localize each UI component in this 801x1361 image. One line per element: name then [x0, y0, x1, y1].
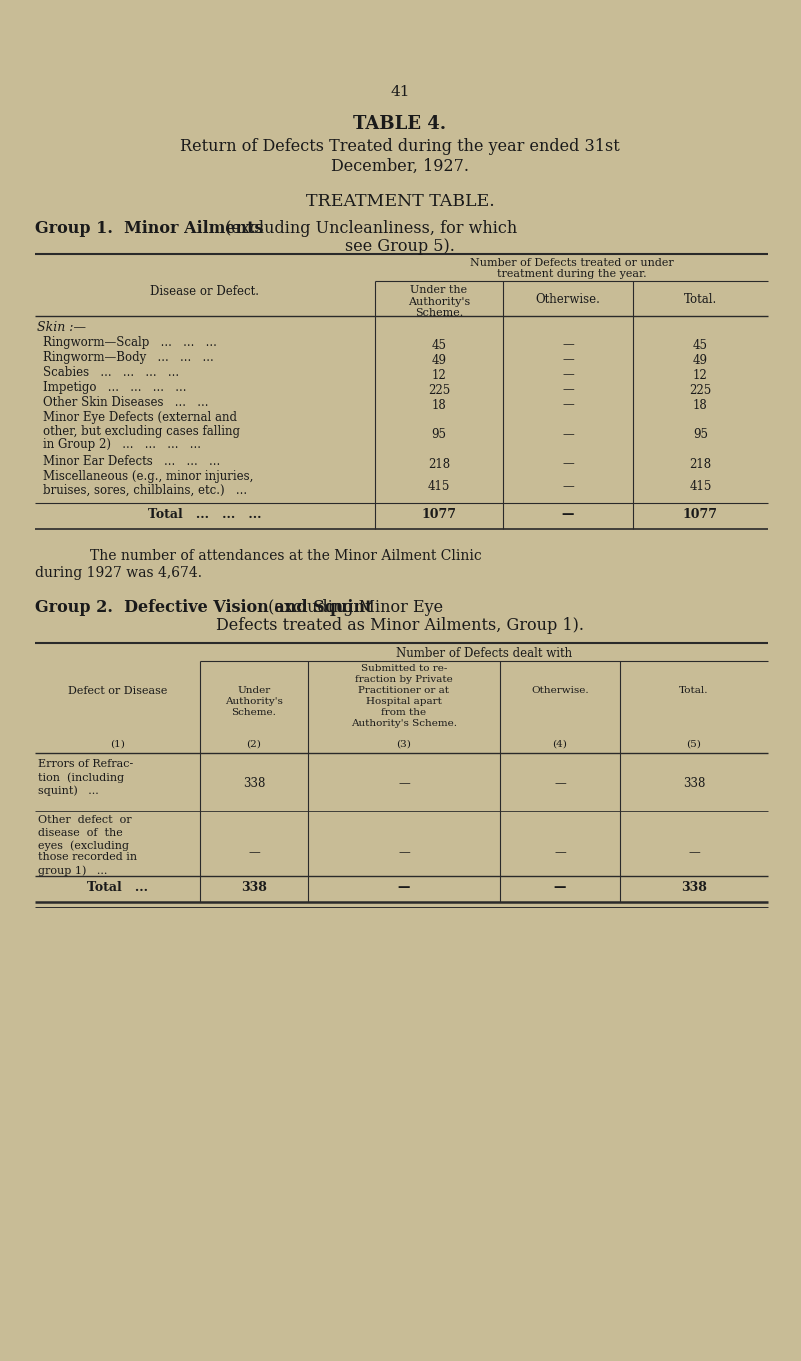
Text: Hospital apart: Hospital apart [366, 697, 442, 706]
Text: 12: 12 [432, 369, 446, 381]
Text: 45: 45 [432, 339, 446, 351]
Text: 18: 18 [432, 399, 446, 411]
Text: treatment during the year.: treatment during the year. [497, 269, 646, 279]
Text: 95: 95 [432, 427, 446, 441]
Text: from the: from the [381, 708, 427, 717]
Text: —: — [562, 457, 574, 471]
Text: in Group 2)   ...   ...   ...   ...: in Group 2) ... ... ... ... [43, 438, 201, 450]
Text: see Group 5).: see Group 5). [345, 238, 455, 255]
Text: (3): (3) [396, 740, 412, 749]
Text: Disease or Defect.: Disease or Defect. [151, 284, 260, 298]
Text: 1077: 1077 [683, 508, 718, 521]
Text: 218: 218 [690, 457, 711, 471]
Text: —: — [398, 881, 410, 894]
Text: Group 2.  Defective Vision and Squint: Group 2. Defective Vision and Squint [35, 599, 372, 617]
Text: —: — [248, 847, 260, 859]
Text: Total   ...   ...   ...: Total ... ... ... [148, 508, 262, 521]
Text: 225: 225 [690, 384, 711, 396]
Text: 49: 49 [432, 354, 446, 366]
Text: 45: 45 [693, 339, 708, 351]
Text: Authority's Scheme.: Authority's Scheme. [351, 719, 457, 728]
Text: Minor Eye Defects (external and: Minor Eye Defects (external and [43, 411, 237, 425]
Text: 338: 338 [681, 881, 707, 894]
Text: TABLE 4.: TABLE 4. [353, 114, 447, 133]
Text: —: — [398, 847, 410, 859]
Text: disease  of  the: disease of the [38, 827, 123, 837]
Text: eyes  (excluding: eyes (excluding [38, 840, 129, 851]
Text: 338: 338 [243, 777, 265, 789]
Text: Skin :—: Skin :— [37, 321, 86, 333]
Text: Other Skin Diseases   ...   ...: Other Skin Diseases ... ... [43, 396, 208, 410]
Text: 41: 41 [390, 84, 410, 99]
Text: 415: 415 [690, 480, 711, 493]
Text: —: — [562, 339, 574, 351]
Text: Group 1.  Minor Ailments: Group 1. Minor Ailments [35, 220, 264, 237]
Text: Authority's: Authority's [225, 697, 283, 706]
Text: —: — [553, 881, 566, 894]
Text: —: — [562, 399, 574, 411]
Text: Number of Defects dealt with: Number of Defects dealt with [396, 646, 572, 660]
Text: (4): (4) [553, 740, 567, 749]
Text: 95: 95 [693, 427, 708, 441]
Text: The number of attendances at the Minor Ailment Clinic: The number of attendances at the Minor A… [90, 548, 481, 563]
Text: Number of Defects treated or under: Number of Defects treated or under [469, 259, 674, 268]
Text: Otherwise.: Otherwise. [536, 293, 601, 306]
Text: tion  (including: tion (including [38, 772, 124, 783]
Text: fraction by Private: fraction by Private [355, 675, 453, 685]
Text: (excluding Uncleanliness, for which: (excluding Uncleanliness, for which [220, 220, 517, 237]
Text: during 1927 was 4,674.: during 1927 was 4,674. [35, 566, 202, 580]
Text: TREATMENT TABLE.: TREATMENT TABLE. [306, 193, 494, 210]
Text: (2): (2) [247, 740, 261, 749]
Text: —: — [554, 777, 566, 789]
Text: Scabies   ...   ...   ...   ...: Scabies ... ... ... ... [43, 366, 179, 378]
Text: —: — [562, 427, 574, 441]
Text: Miscellaneous (e.g., minor injuries,: Miscellaneous (e.g., minor injuries, [43, 470, 253, 483]
Text: Under the
Authority's
Scheme.: Under the Authority's Scheme. [408, 284, 470, 318]
Text: Scheme.: Scheme. [231, 708, 276, 717]
Text: (5): (5) [686, 740, 702, 749]
Text: Defect or Disease: Defect or Disease [68, 686, 167, 695]
Text: group 1)   ...: group 1) ... [38, 866, 107, 875]
Text: Errors of Refrac-: Errors of Refrac- [38, 759, 133, 769]
Text: (excluding Minor Eye: (excluding Minor Eye [263, 599, 443, 617]
Text: 225: 225 [428, 384, 450, 396]
Text: Minor Ear Defects   ...   ...   ...: Minor Ear Defects ... ... ... [43, 455, 220, 468]
Text: 338: 338 [241, 881, 267, 894]
Text: Under: Under [237, 686, 271, 695]
Text: Ringworm—Body   ...   ...   ...: Ringworm—Body ... ... ... [43, 351, 214, 363]
Text: 218: 218 [428, 457, 450, 471]
Text: —: — [554, 847, 566, 859]
Text: Return of Defects Treated during the year ended 31st: Return of Defects Treated during the yea… [180, 137, 620, 155]
Text: Impetigo   ...   ...   ...   ...: Impetigo ... ... ... ... [43, 381, 187, 393]
Text: 338: 338 [682, 777, 705, 789]
Text: those recorded in: those recorded in [38, 852, 137, 863]
Text: —: — [562, 480, 574, 493]
Text: —: — [562, 369, 574, 381]
Text: —: — [562, 508, 574, 521]
Text: —: — [562, 354, 574, 366]
Text: 12: 12 [693, 369, 708, 381]
Text: other, but excluding cases falling: other, but excluding cases falling [43, 425, 240, 437]
Text: —: — [398, 777, 410, 789]
Text: Otherwise.: Otherwise. [531, 686, 589, 695]
Text: (1): (1) [110, 740, 125, 749]
Text: Other  defect  or: Other defect or [38, 815, 131, 825]
Text: Ringworm—Scalp   ...   ...   ...: Ringworm—Scalp ... ... ... [43, 336, 217, 348]
Text: Total.: Total. [684, 293, 717, 306]
Text: 1077: 1077 [421, 508, 457, 521]
Text: —: — [562, 384, 574, 396]
Text: 49: 49 [693, 354, 708, 366]
Text: Defects treated as Minor Ailments, Group 1).: Defects treated as Minor Ailments, Group… [216, 617, 584, 634]
Text: Submitted to re-: Submitted to re- [360, 664, 447, 672]
Text: Total   ...: Total ... [87, 881, 148, 894]
Text: bruises, sores, chilblains, etc.)   ...: bruises, sores, chilblains, etc.) ... [43, 483, 248, 497]
Text: —: — [688, 847, 700, 859]
Text: Practitioner or at: Practitioner or at [359, 686, 449, 695]
Text: squint)   ...: squint) ... [38, 785, 99, 796]
Text: 18: 18 [693, 399, 708, 411]
Text: 415: 415 [428, 480, 450, 493]
Text: Total.: Total. [679, 686, 709, 695]
Text: December, 1927.: December, 1927. [331, 158, 469, 176]
